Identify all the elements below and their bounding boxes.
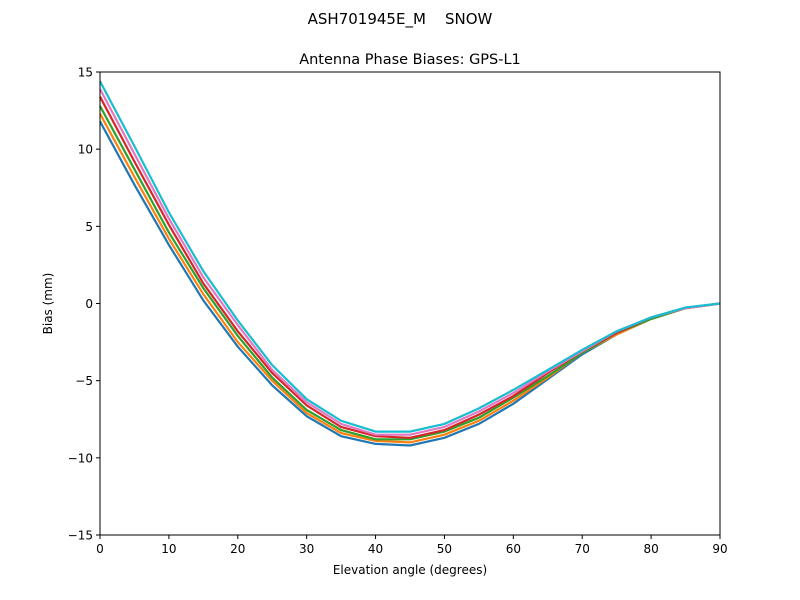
y-tick-label: −10 bbox=[68, 451, 93, 465]
x-tick-label: 0 bbox=[96, 542, 104, 556]
series-line-0 bbox=[99, 120, 721, 447]
x-tick-label: 70 bbox=[575, 542, 590, 556]
x-tick-label: 90 bbox=[712, 542, 727, 556]
y-tick-label: 15 bbox=[78, 66, 93, 80]
y-tick-label: −15 bbox=[68, 529, 93, 543]
x-tick-label: 10 bbox=[161, 542, 176, 556]
x-axis-label: Elevation angle (degrees) bbox=[333, 563, 487, 577]
x-tick-label: 20 bbox=[230, 542, 245, 556]
plot-frame bbox=[99, 71, 721, 536]
series-line-5 bbox=[99, 80, 721, 433]
x-tick-label: 30 bbox=[299, 542, 314, 556]
chart-title: Antenna Phase Biases: GPS-L1 bbox=[299, 52, 521, 68]
series-lines bbox=[99, 80, 721, 447]
y-tick-label: 10 bbox=[78, 143, 93, 157]
chart-suptitle: ASH701945E_M SNOW bbox=[308, 10, 493, 29]
series-line-1 bbox=[99, 113, 721, 444]
series-line-2 bbox=[99, 105, 721, 441]
y-tick-label: 0 bbox=[85, 297, 93, 311]
y-tick-label: −5 bbox=[75, 374, 93, 388]
y-axis: −15 −10 −5 0 5 10 15 bbox=[68, 66, 100, 543]
series-line-3 bbox=[99, 96, 721, 439]
x-tick-label: 80 bbox=[643, 542, 658, 556]
x-axis: 0 10 20 30 40 50 60 70 80 90 bbox=[96, 535, 728, 556]
series-line-4 bbox=[99, 88, 721, 436]
y-tick-label: 5 bbox=[85, 220, 93, 234]
x-tick-label: 40 bbox=[368, 542, 383, 556]
y-axis-label: Bias (mm) bbox=[41, 273, 55, 335]
x-tick-label: 50 bbox=[437, 542, 452, 556]
x-tick-label: 60 bbox=[506, 542, 521, 556]
